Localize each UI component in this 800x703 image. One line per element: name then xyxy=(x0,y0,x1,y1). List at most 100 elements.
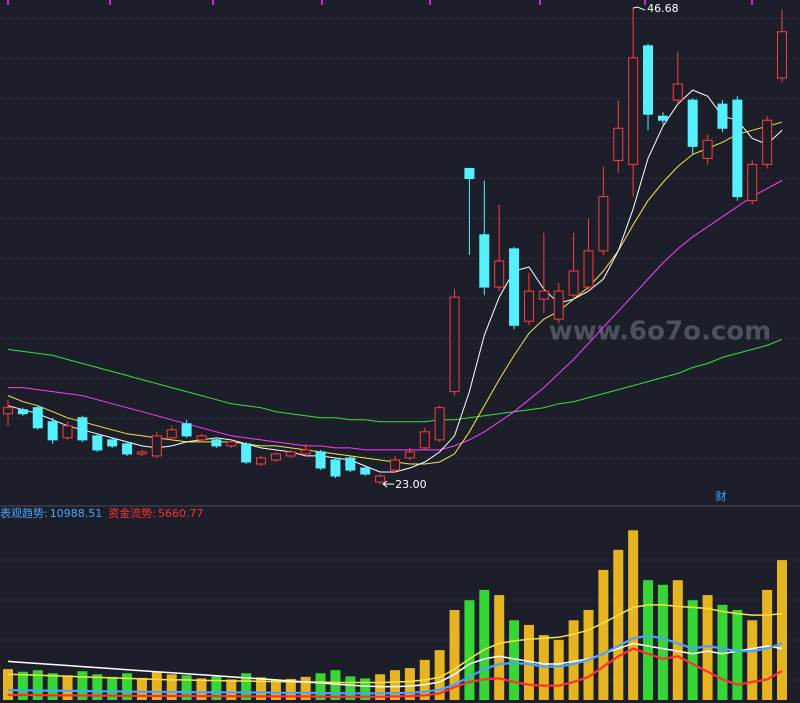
candle-body xyxy=(762,119,773,165)
volume-bar xyxy=(583,610,594,700)
candle xyxy=(687,98,698,155)
volume-bar xyxy=(702,595,713,700)
legend-label: 表观趋势: xyxy=(0,506,48,520)
volume-bar xyxy=(613,549,624,700)
candle xyxy=(330,457,341,479)
volume-bar xyxy=(151,671,162,700)
legend-label: 资金流势: xyxy=(108,506,156,520)
candle-body xyxy=(390,459,400,471)
volume-bar xyxy=(122,673,133,700)
candle xyxy=(568,232,579,300)
candle xyxy=(613,100,624,173)
candle-body xyxy=(747,163,758,202)
candle xyxy=(672,51,683,105)
volume-bar xyxy=(107,676,118,700)
candle-body xyxy=(777,31,787,79)
candle-body xyxy=(151,435,162,457)
candle-body xyxy=(360,467,371,475)
candle-body xyxy=(434,407,445,441)
candle xyxy=(47,417,58,444)
volume-bar xyxy=(687,600,698,700)
candle xyxy=(345,455,356,473)
candle-body xyxy=(449,296,460,393)
candle xyxy=(509,246,520,330)
candle xyxy=(538,232,549,314)
high-label: 46.68 xyxy=(647,2,679,15)
volume-bar xyxy=(47,673,58,700)
volume-bar xyxy=(553,639,564,700)
volume-bar xyxy=(62,675,73,700)
candle-body xyxy=(613,127,624,161)
candle xyxy=(136,449,147,456)
candle xyxy=(92,433,103,452)
volume-bar xyxy=(285,678,296,700)
volume-bar xyxy=(32,670,43,700)
candle xyxy=(360,465,371,477)
candle xyxy=(256,455,267,466)
candle-body xyxy=(77,417,88,441)
candle-body xyxy=(300,449,311,455)
volume-bar xyxy=(166,674,177,700)
candle-body xyxy=(419,431,430,449)
candle xyxy=(747,160,758,205)
volume-bar xyxy=(717,604,728,700)
candle-body xyxy=(92,435,103,451)
moving-average xyxy=(7,338,783,423)
candle-body xyxy=(17,409,28,415)
candle xyxy=(315,449,326,471)
indicator-line xyxy=(7,642,783,688)
candle-body xyxy=(211,439,222,447)
candle xyxy=(300,443,311,456)
candle-body xyxy=(122,443,133,455)
candle xyxy=(583,218,594,292)
volume-bar xyxy=(479,589,490,700)
watermark: www.6o7o.com xyxy=(549,317,771,347)
candle xyxy=(3,399,13,426)
candle-body xyxy=(732,99,743,198)
candle xyxy=(166,425,177,440)
candle-body xyxy=(62,425,73,439)
candle-body xyxy=(479,234,490,288)
candle-body xyxy=(270,453,281,461)
candle xyxy=(62,421,73,440)
volume-bar xyxy=(256,677,267,700)
candle-body xyxy=(196,435,207,441)
candle-body xyxy=(568,270,579,296)
candle-body xyxy=(643,45,654,115)
candle-body xyxy=(494,260,505,288)
volume-bar xyxy=(657,584,668,700)
candle-body xyxy=(375,475,386,483)
candle xyxy=(643,43,654,131)
candle-body xyxy=(687,99,698,147)
candle xyxy=(122,441,133,456)
candle xyxy=(523,273,534,326)
candle xyxy=(211,437,222,448)
candle xyxy=(657,112,668,125)
volume-bar xyxy=(136,677,147,700)
volume-bar xyxy=(315,673,326,700)
candle-body xyxy=(702,139,713,159)
candle-body xyxy=(523,290,534,322)
legend-value: 5660.77 xyxy=(158,507,204,520)
volume-bar xyxy=(494,595,505,700)
volume-bar xyxy=(747,620,758,700)
volume-bar xyxy=(434,650,445,700)
candle xyxy=(494,204,505,292)
volume-bar xyxy=(762,589,773,700)
moving-average xyxy=(8,180,783,451)
candle xyxy=(17,407,28,416)
indicator-line xyxy=(8,634,783,695)
indicator-line xyxy=(8,647,783,698)
volume-bar xyxy=(777,560,787,700)
candle-body xyxy=(256,457,267,465)
marker: 财 xyxy=(716,489,727,503)
candle xyxy=(702,134,713,165)
candle xyxy=(553,283,564,324)
candle-body xyxy=(136,451,147,455)
candle-body xyxy=(32,407,43,429)
candle xyxy=(404,447,415,460)
volume-bar xyxy=(390,670,400,700)
volume-bar xyxy=(360,678,371,700)
candle-body xyxy=(47,421,58,441)
